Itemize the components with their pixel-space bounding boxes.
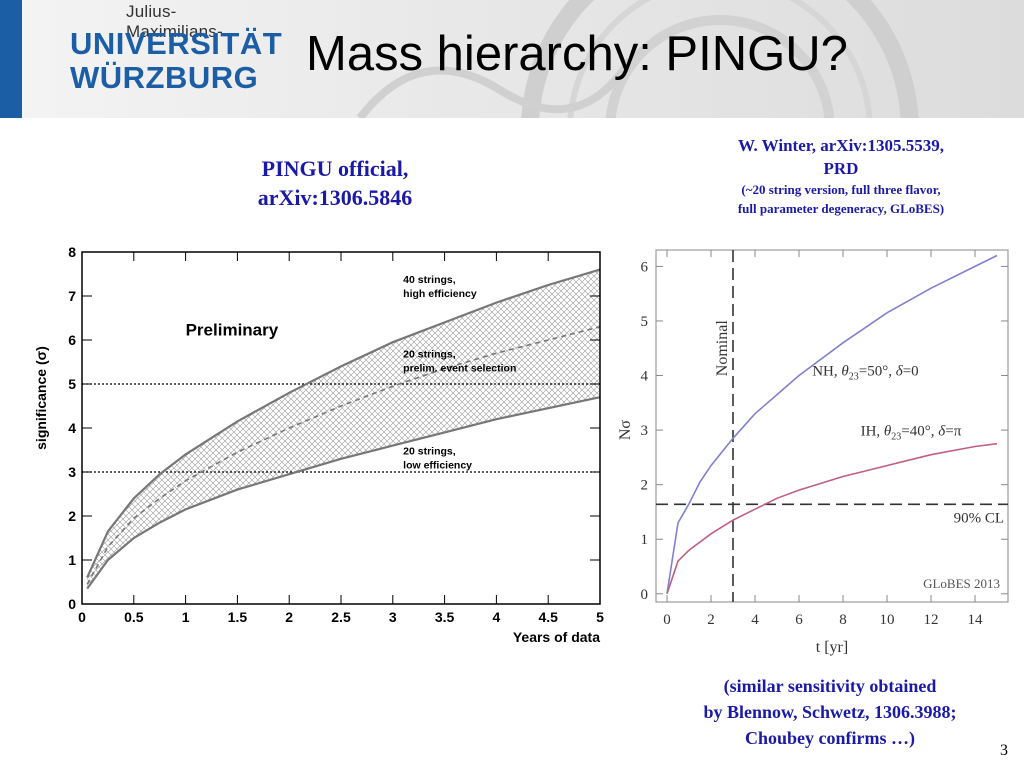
series-label-2: 20 strings, prelim. event selection: [403, 349, 516, 375]
y-tick-label: 7: [68, 288, 76, 304]
series-label-line: 20 strings,: [403, 349, 456, 361]
bottom-caption-line-3: Choubey confirms …): [745, 728, 915, 748]
slide-title: Mass hierarchy: PINGU?: [306, 27, 848, 81]
series-label-line: 40 strings,: [403, 274, 456, 286]
y-tick-label: 1: [68, 552, 76, 568]
right-caption-line-1: W. Winter, arXiv:1305.5539,: [738, 136, 944, 155]
y-tick-label: 2: [68, 508, 76, 524]
x-tick-label: 0: [78, 609, 86, 625]
logo-blue-bar: [0, 0, 22, 118]
label-part: =40°,: [901, 424, 938, 440]
x-tick-label: 4: [493, 609, 501, 625]
x-tick-label: 3.5: [435, 609, 455, 625]
x-axis-label: Years of data: [513, 629, 600, 645]
x-tick-label: 1.5: [228, 609, 248, 625]
right-caption-line-2: PRD: [823, 159, 859, 178]
plot-frame: [655, 249, 1009, 603]
x-tick-label: 0.5: [124, 609, 144, 625]
x-tick-label: 2: [285, 609, 293, 625]
label-symbol: θ: [841, 364, 849, 380]
x-tick-label: 2: [707, 612, 715, 628]
series-line-2: [666, 442, 998, 595]
sensitivity-band: [87, 269, 600, 589]
x-tick-label: 3: [389, 609, 397, 625]
series-label-2: IH, θ23=40°, δ=π: [861, 424, 962, 443]
left-chart-caption: PINGU official, arXiv:1306.5846: [200, 154, 470, 212]
university-logo: Julius-Maximilians- UNIVERSITÄT WÜRZBURG: [0, 0, 282, 118]
right-chart-caption: W. Winter, arXiv:1305.5539, PRD (~20 str…: [676, 134, 1006, 218]
logo-line-1: UNIVERSITÄT: [70, 26, 283, 61]
globes-watermark: GLoBES 2013: [923, 576, 1000, 591]
series-label-line: prelim. event selection: [403, 363, 516, 375]
series-label-line: 20 strings,: [403, 445, 456, 457]
preliminary-annotation: Preliminary: [186, 321, 279, 340]
label-symbol: θ: [884, 424, 892, 440]
bottom-caption-line-2: by Blennow, Schwetz, 1306.3988;: [703, 702, 957, 722]
page-number: 3: [1000, 742, 1008, 759]
right-caption-line-3: (~20 string version, full three flavor,: [741, 182, 941, 197]
y-tick-label: 6: [68, 332, 76, 348]
label-symbol: δ: [938, 424, 946, 440]
series-label-line: high efficiency: [403, 288, 477, 300]
logo-top-line: Julius-Maximilians-: [126, 2, 223, 41]
y-tick-label: 4: [68, 420, 76, 436]
bottom-caption: (similar sensitivity obtained by Blennow…: [640, 673, 1020, 751]
x-tick-label: 6: [795, 612, 803, 628]
series-label-1: 40 strings, high efficiency: [403, 274, 477, 300]
x-tick-label: 0: [663, 612, 671, 628]
series-line-3: [86, 396, 601, 590]
y-tick-label: 0: [641, 587, 649, 603]
y-tick-label: 2: [641, 478, 649, 494]
y-tick-label: 5: [68, 376, 76, 392]
label-part: =0: [903, 364, 919, 380]
label-part: IH,: [861, 424, 884, 440]
nominal-label: Nominal: [714, 320, 731, 377]
x-tick-label: 12: [924, 612, 939, 628]
x-tick-label: 4.5: [538, 609, 558, 625]
label-subscript: 23: [849, 372, 859, 383]
y-tick-label: 0: [68, 596, 76, 612]
series-label-line: low efficiency: [403, 459, 472, 471]
y-tick-label: 6: [641, 259, 649, 275]
series-line-1: [86, 268, 601, 579]
left-caption-line-2: arXiv:1306.5846: [257, 185, 413, 210]
slide-header: Julius-Maximilians- UNIVERSITÄT WÜRZBURG…: [0, 0, 1024, 118]
x-tick-label: 8: [839, 612, 847, 628]
y-tick-label: 4: [641, 369, 649, 385]
seal-watermark: [356, 0, 919, 118]
x-tick-label: 4: [751, 612, 759, 628]
series-label-1: NH, θ23=50°, δ=0: [812, 364, 918, 383]
y-tick-label: 1: [641, 532, 649, 548]
label-subscript: 23: [891, 432, 901, 443]
y-tick-label: 8: [68, 244, 76, 260]
series-line-1: [666, 254, 998, 594]
label-symbol: δ: [896, 364, 904, 380]
pingu-significance-chart: 0 0.5 1 1.5 2 2.5 3 3.5 4 4.5 5 0 1 2 3 4 5 6 7 8 Years of d…: [33, 244, 604, 645]
x-axis-label: t [yr]: [816, 639, 848, 656]
y-tick-label: 5: [641, 314, 649, 330]
x-tick-label: 2.5: [331, 609, 351, 625]
logo-line-2: WÜRZBURG: [70, 60, 259, 95]
x-tick-label: 14: [968, 612, 984, 628]
right-caption-line-4: full parameter degeneracy, GLoBES): [737, 201, 945, 216]
label-part: NH,: [812, 364, 841, 380]
y-tick-label: 3: [68, 464, 76, 480]
x-tick-label: 5: [596, 609, 604, 625]
y-axis-label: significance (σ): [33, 346, 49, 450]
y-tick-label: 3: [641, 423, 649, 439]
x-tick-label: 1: [182, 609, 190, 625]
label-part: =50°,: [859, 364, 896, 380]
series-line-2: [86, 326, 601, 585]
x-tick-label: 10: [880, 612, 895, 628]
cl-90-label: 90% CL: [954, 510, 1004, 526]
y-axis-label: Nσ: [617, 420, 634, 441]
bottom-caption-line-1: (similar sensitivity obtained: [723, 676, 937, 696]
left-caption-line-1: PINGU official,: [261, 156, 409, 181]
series-label-3: 20 strings, low efficiency: [403, 445, 472, 471]
label-part: =π: [945, 424, 961, 440]
